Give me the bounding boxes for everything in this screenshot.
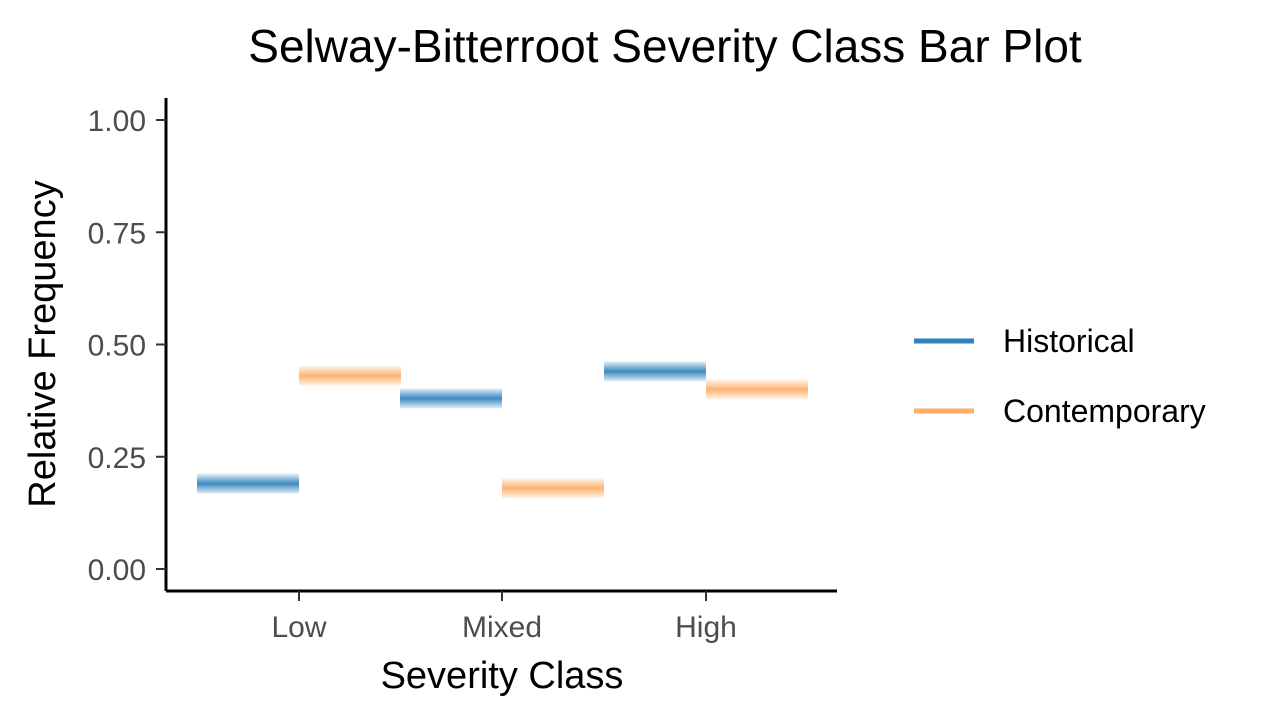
y-tick-label: 0.00: [88, 554, 146, 587]
bar-contemporary-high: [706, 379, 808, 400]
y-axis-title: Relative Frequency: [22, 180, 64, 507]
legend: Historical Contemporary: [914, 323, 1206, 429]
bars-layer: [197, 361, 808, 499]
y-axis: 0.00 0.25 0.50 0.75 1.00: [88, 105, 166, 587]
x-axis-title: Severity Class: [381, 655, 624, 697]
bar-contemporary-low: [299, 365, 401, 386]
chart-title: Selway-Bitterroot Severity Class Bar Plo…: [248, 20, 1082, 72]
x-tick-label: Low: [271, 611, 326, 644]
y-tick-label: 0.75: [88, 217, 146, 250]
x-tick-label: Mixed: [462, 611, 542, 644]
legend-label-contemporary: Contemporary: [1003, 393, 1206, 429]
bar-historical-low: [197, 473, 299, 494]
y-tick-label: 0.25: [88, 442, 146, 475]
x-tick-label: High: [675, 611, 737, 644]
bar-contemporary-mixed: [502, 478, 604, 499]
y-tick-label: 0.50: [88, 330, 146, 363]
y-tick-label: 1.00: [88, 105, 146, 138]
bar-historical-high: [604, 361, 706, 382]
x-axis: Low Mixed High: [271, 591, 737, 644]
bar-historical-mixed: [400, 388, 502, 409]
legend-label-historical: Historical: [1003, 323, 1135, 359]
